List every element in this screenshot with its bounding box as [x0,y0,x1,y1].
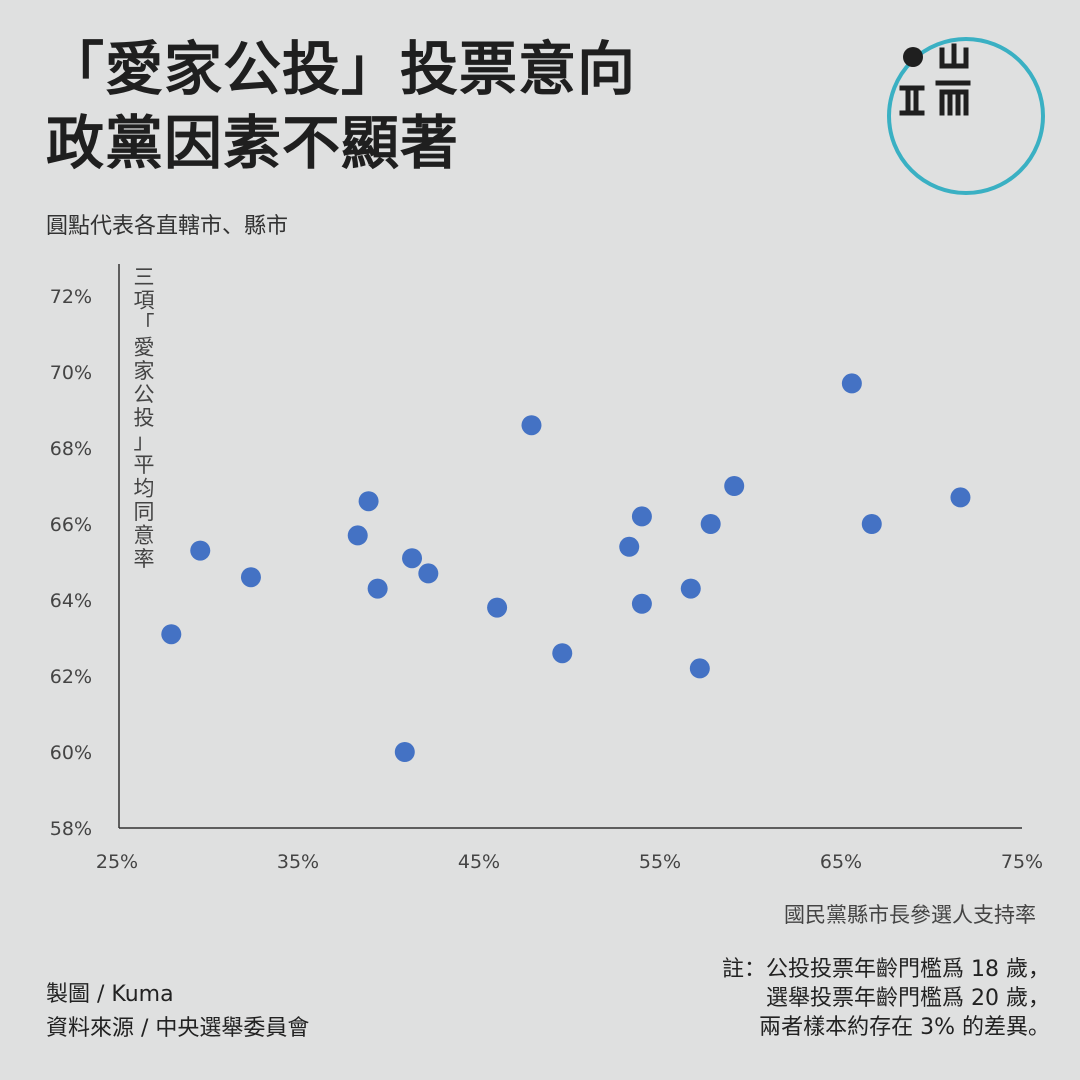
data-point [700,514,721,534]
x-tick-label: 65% [820,851,862,873]
data-point [724,476,745,496]
data-point [394,742,415,762]
data-point [619,536,640,557]
y-tick-label: 72% [50,286,92,308]
title-line-1: 「愛家公投」投票意向 [46,35,637,103]
x-tick-label: 45% [458,851,500,873]
title-line-2: 政黨因素不顯著 [46,109,460,177]
data-point [418,563,439,584]
y-tick-label: 62% [50,666,92,688]
note-line-1: 註：公投投票年齡門檻爲 18 歲， [722,957,1050,982]
y-tick-label: 66% [50,514,92,536]
data-point [689,658,710,679]
credit-text: 製圖 / Kuma [46,982,174,1007]
data-point [521,415,542,436]
y-axis-label: 三項「愛家公投」平均同意率 [134,265,155,571]
data-point [680,578,701,599]
x-tick-label: 25% [96,851,138,873]
data-point [358,491,379,512]
data-point [950,487,971,508]
chart-title: 「愛家公投」投票意向 政黨因素不顯著 [46,32,636,180]
y-tick-label: 70% [50,362,92,384]
y-tick-labels: 58% 60% 62% 64% 66% 68% 70% 72% [50,286,92,840]
data-point [487,597,508,618]
data-point [190,540,211,561]
x-tick-labels: 25% 35% 45% 55% 65% 75% [96,851,1043,873]
data-point [631,593,652,614]
footer-credits: 製圖 / Kuma 資料來源 / 中央選舉委員會 [46,978,309,1046]
footnote: 註：公投投票年齡門檻爲 18 歲， 選舉投票年齡門檻爲 20 歲， 兩者樣本約存… [722,955,1050,1042]
data-point [347,525,368,546]
x-axis-label: 國民黨縣市長參選人支持率 [784,903,1036,927]
data-point [841,373,862,394]
x-tick-label: 55% [639,851,681,873]
data-points [161,373,971,762]
data-point [552,643,573,664]
data-point [402,548,423,569]
data-point [367,578,388,599]
chart-subtitle: 圓點代表各直轄市、縣市 [46,214,289,239]
data-point [161,624,182,645]
x-tick-label: 35% [277,851,319,873]
note-line-3: 兩者樣本約存在 3% 的差異。 [759,1015,1050,1040]
y-tick-label: 60% [50,742,92,764]
note-line-2: 選舉投票年齡門檻爲 20 歲， [766,986,1050,1011]
publisher-logo-icon [887,37,1045,195]
data-point [240,567,261,588]
x-tick-label: 75% [1001,851,1043,873]
y-tick-label: 58% [50,818,92,840]
y-tick-label: 64% [50,590,92,612]
data-point [631,506,652,527]
y-tick-label: 68% [50,438,92,460]
source-text: 資料來源 / 中央選舉委員會 [46,1016,310,1041]
data-point [861,514,882,534]
